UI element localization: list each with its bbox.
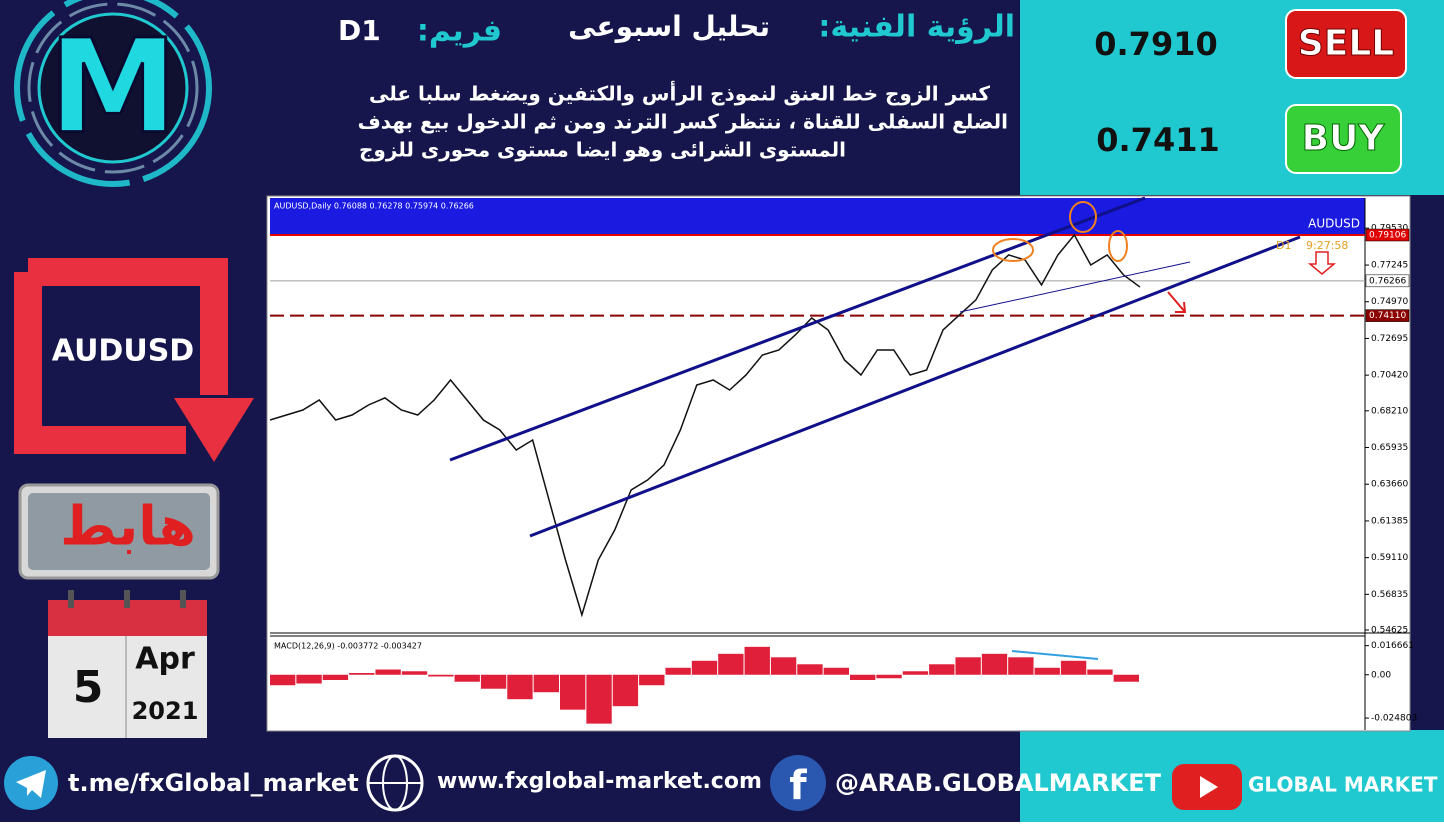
chart-band bbox=[270, 198, 1365, 234]
macd-bar bbox=[322, 674, 349, 680]
macd-tick-label: 0.00 bbox=[1371, 670, 1391, 680]
date-year: 2021 bbox=[132, 697, 199, 725]
chart-symbol: AUDUSD bbox=[1308, 217, 1360, 231]
macd-tick-label: -0.024803 bbox=[1371, 714, 1417, 724]
macd-bar bbox=[770, 657, 797, 675]
buy-price: 0.7411 bbox=[1096, 121, 1219, 159]
macd-bar bbox=[955, 657, 981, 675]
svg-text:f: f bbox=[789, 763, 807, 809]
date-month: Apr bbox=[135, 642, 195, 677]
price-line-series bbox=[269, 233, 1141, 618]
chart-title: AUDUSD,Daily 0.76088 0.76278 0.75974 0.7… bbox=[274, 202, 474, 211]
macd-bar bbox=[375, 669, 401, 675]
macd-bar bbox=[1008, 657, 1034, 675]
y-tick-label: 0.65935 bbox=[1371, 443, 1408, 453]
sell-price: 0.7910 bbox=[1094, 25, 1217, 63]
indicator-label: MACD(12,26,9) -0.003772 -0.003427 bbox=[274, 642, 422, 651]
macd-bar bbox=[797, 664, 823, 675]
y-tick-label: 0.68210 bbox=[1371, 406, 1408, 416]
header-label: الرؤية الفنية: bbox=[818, 10, 1015, 45]
frame-value: D1 bbox=[338, 14, 381, 47]
macd-bar bbox=[823, 667, 849, 675]
y-tick-label: 0.77245 bbox=[1371, 261, 1408, 271]
buy-label: BUY bbox=[1302, 118, 1386, 159]
macd-bar bbox=[428, 674, 454, 677]
macd-bar bbox=[691, 660, 718, 675]
sell-label: SELL bbox=[1298, 23, 1394, 64]
macd-bar bbox=[744, 646, 770, 675]
price-label-box bbox=[1365, 228, 1410, 242]
macd-tick-label: 0.016661 bbox=[1371, 641, 1414, 651]
macd-bar bbox=[560, 674, 586, 710]
price-label-box bbox=[1365, 274, 1410, 288]
price-label: 0.74110 bbox=[1369, 311, 1406, 321]
macd-bar bbox=[454, 674, 480, 682]
chart-timeframe: D1 bbox=[1276, 239, 1291, 252]
macd-bar bbox=[533, 674, 559, 693]
description-line: الضلع السفلى للقناة ، ننتظر كسر الترند و… bbox=[358, 110, 1008, 134]
macd-bar bbox=[270, 674, 296, 686]
annotations bbox=[449, 196, 1337, 660]
macd-bar bbox=[1087, 669, 1113, 675]
sell-button bbox=[1285, 9, 1407, 79]
macd-bar bbox=[612, 674, 639, 707]
description-line: المستوى الشرائى وهو ايضا مستوى محورى للز… bbox=[359, 138, 846, 162]
header-analysis: تحليل اسبوعى bbox=[568, 10, 770, 43]
footer-icons: f bbox=[4, 754, 1242, 812]
facebook[interactable]: @ARAB.GLOBALMARKET bbox=[835, 769, 1162, 797]
macd-bar bbox=[850, 674, 876, 680]
chart-timer: 9:27:58 bbox=[1306, 239, 1348, 252]
macd-bar bbox=[929, 664, 955, 675]
macd-bar bbox=[665, 667, 691, 675]
macd-bar bbox=[480, 674, 507, 689]
y-tick-label: 0.72695 bbox=[1371, 334, 1408, 344]
macd-bar bbox=[1034, 667, 1060, 675]
date-day: 5 bbox=[73, 662, 104, 713]
y-tick-label: 0.54625 bbox=[1371, 625, 1408, 635]
telegram[interactable]: t.me/fxGlobal_market bbox=[68, 769, 359, 797]
chart-frame bbox=[266, 195, 1411, 732]
y-tick-label: 0.61385 bbox=[1371, 516, 1408, 526]
macd-bar bbox=[507, 674, 533, 700]
y-tick-label: 0.79530 bbox=[1371, 224, 1408, 234]
macd-bar bbox=[981, 653, 1008, 675]
frame-label: فريم: bbox=[417, 14, 502, 49]
macd-bar bbox=[902, 671, 929, 675]
y-tick-label: 0.70420 bbox=[1371, 371, 1408, 381]
website[interactable]: www.fxglobal-market.com bbox=[437, 769, 762, 794]
y-tick-label: 0.59110 bbox=[1371, 553, 1408, 563]
logo: M bbox=[14, 0, 212, 187]
price-label: 0.76266 bbox=[1369, 276, 1406, 286]
macd-bar bbox=[639, 674, 665, 686]
y-tick-label: 0.56835 bbox=[1371, 590, 1408, 600]
macd-bar bbox=[349, 673, 375, 675]
macd-bar bbox=[401, 671, 428, 675]
macd-bar bbox=[718, 653, 744, 675]
y-tick-label: 0.63660 bbox=[1371, 480, 1408, 490]
pair: AUDUSD bbox=[52, 334, 194, 369]
macd-bar bbox=[296, 674, 322, 684]
calendar bbox=[48, 590, 207, 738]
plot: 0.79530 0.77245 0.74970 0.72695 0.70420 0.682… bbox=[269, 224, 1417, 724]
logo-letter: M bbox=[48, 11, 177, 163]
direction: هابط bbox=[60, 495, 196, 558]
price-label-box bbox=[1365, 309, 1410, 322]
macd-bar bbox=[586, 674, 612, 724]
pair-frame bbox=[14, 258, 254, 462]
macd-bar bbox=[876, 674, 902, 679]
buy-button bbox=[1285, 104, 1402, 174]
macd-bar bbox=[1113, 674, 1139, 682]
youtube[interactable]: GLOBAL MARKET bbox=[1248, 773, 1438, 797]
direction-badge-inner bbox=[28, 493, 210, 570]
description-line: كسر الزوج خط العنق لنموذج الرأس والكتفين… bbox=[369, 80, 990, 106]
price-label: 0.79106 bbox=[1369, 231, 1406, 241]
y-tick-label: 0.74970 bbox=[1371, 297, 1408, 307]
macd-bar bbox=[1060, 660, 1087, 675]
